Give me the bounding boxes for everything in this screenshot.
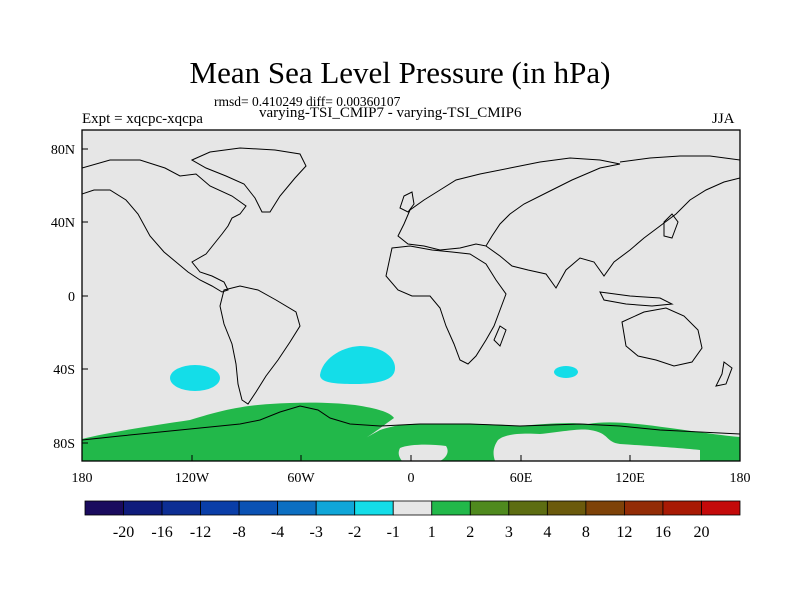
lat-tick-label: 40S (53, 363, 75, 378)
colorbar-swatch (315, 500, 356, 516)
map-panel (82, 130, 740, 461)
colorbar-swatch (624, 500, 664, 516)
colorbar-label: -8 (232, 524, 245, 541)
coast-europe (397, 157, 621, 251)
colorbar-label: 3 (505, 524, 513, 541)
lon-tick-label: 180 (730, 471, 751, 486)
colorbar-swatch (123, 500, 163, 516)
colorbar-swatch (469, 500, 510, 516)
coast-greenland (190, 147, 307, 213)
colorbar-swatch (508, 500, 548, 516)
colorbar-swatch (585, 500, 625, 516)
colorbar-swatch (161, 500, 201, 516)
colorbar-label: -16 (151, 524, 172, 541)
coast-australia (621, 307, 703, 367)
lat-tick-label: 80S (53, 437, 75, 452)
colorbar-swatch (546, 500, 587, 516)
colorbar-swatch (277, 500, 317, 516)
plot-title: Mean Sea Level Pressure (in hPa) (189, 55, 611, 90)
coast-new-zealand (715, 361, 733, 387)
coast-africa (385, 245, 507, 365)
colorbar-swatch (392, 500, 433, 516)
coast-south-america (219, 285, 301, 405)
coast-antarctica (82, 405, 740, 441)
lon-axis: 180 120W 60W 0 60E 120E 180 (72, 455, 751, 486)
coastlines (82, 147, 740, 441)
colorbar-swatch (354, 500, 394, 516)
experiment-subtitle: varying-TSI_CMIP7 - varying-TSI_CMIP6 (259, 105, 522, 121)
anomaly-se-pacific (170, 365, 220, 391)
lat-tick-label: 80N (51, 143, 75, 158)
season-label: JJA (712, 111, 735, 127)
colorbar-swatch (662, 500, 702, 516)
lon-tick-label: 180 (72, 471, 93, 486)
colorbar-label: -12 (190, 524, 211, 541)
stats-line: rmsd= 0.410249 diff= 0.00360107 (214, 94, 401, 109)
colorbar-swatch (431, 500, 471, 516)
coast-indonesia (599, 291, 674, 307)
coast-north-america (82, 159, 247, 293)
lat-tick-label: 0 (68, 290, 75, 305)
neutral-patch-east (493, 429, 700, 461)
coast-madagascar (493, 325, 507, 347)
colorbar-label: -2 (348, 524, 361, 541)
colorbar-swatch (84, 500, 124, 516)
lon-tick-label: 120E (615, 471, 645, 486)
colorbar-label: -4 (271, 524, 284, 541)
neutral-patch-center (398, 444, 448, 461)
colorbar-label: 12 (616, 524, 632, 541)
colorbar-label: 4 (543, 524, 551, 541)
colorbar-label: 1 (428, 524, 436, 541)
coast-asia (485, 155, 740, 289)
anomaly-south-indian (554, 366, 578, 378)
lat-axis: 80N 40N 0 40S 80S (51, 143, 88, 452)
colorbar-label: -3 (310, 524, 323, 541)
colorbar-label: -1 (387, 524, 400, 541)
lon-tick-label: 0 (408, 471, 415, 486)
lon-tick-label: 120W (175, 471, 210, 486)
colorbar-label: -20 (113, 524, 134, 541)
colorbar-label: 20 (693, 524, 709, 541)
lat-tick-label: 40N (51, 216, 75, 231)
coast-japan (663, 213, 679, 239)
colorbar-swatch (238, 500, 279, 516)
colorbar-label: 16 (655, 524, 671, 541)
anomaly-south-atlantic (320, 346, 395, 384)
lon-tick-label: 60E (510, 471, 533, 486)
colorbar-label: 2 (466, 524, 474, 541)
expt-label: Expt = xqcpc-xqcpa (82, 111, 203, 127)
colorbar-swatch (200, 500, 240, 516)
colorbar-swatch (701, 500, 741, 516)
coast-british-isles (399, 191, 415, 213)
lon-tick-label: 60W (287, 471, 315, 486)
colorbar: -20 -16 -12 -8 -4 -3 -2 -1 1 2 3 4 8 12 16 20 (84, 500, 741, 541)
colorbar-label: 8 (582, 524, 590, 541)
